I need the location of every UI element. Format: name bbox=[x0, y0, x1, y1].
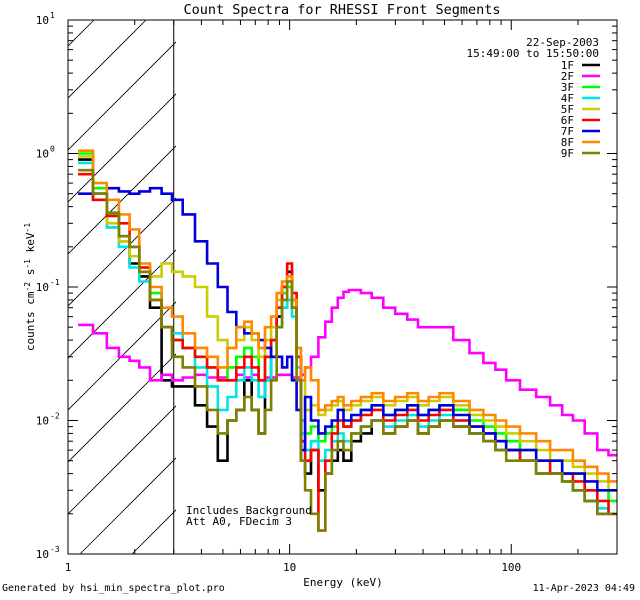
y-tick-label: 10 bbox=[36, 548, 49, 561]
y-tick-exponent: -1 bbox=[50, 278, 60, 287]
x-tick-label: 1 bbox=[65, 561, 72, 574]
series-line-6F bbox=[78, 172, 617, 532]
y-tick-label: 10 bbox=[36, 14, 49, 27]
chart-title: Count Spectra for RHESSI Front Segments bbox=[184, 2, 501, 18]
y-tick-exponent: -2 bbox=[50, 412, 60, 421]
legend-label-4F: 4F bbox=[561, 92, 574, 105]
x-tick-label: 100 bbox=[501, 561, 521, 574]
legend-label-1F: 1F bbox=[561, 59, 574, 72]
footer-generated-on: 11-Apr-2023 04:49 bbox=[532, 583, 635, 594]
hatch-line bbox=[79, 457, 176, 554]
y-tick-label: 10 bbox=[36, 415, 49, 428]
series-layer bbox=[78, 149, 617, 532]
footer-generated-by: Generated by hsi_min_spectra_plot.pro bbox=[2, 583, 225, 594]
hatch-line bbox=[68, 41, 176, 151]
x-tick-labels: 1 10 100 bbox=[65, 561, 522, 574]
date-label: 22-Sep-2003 bbox=[526, 36, 599, 49]
series-line-9F bbox=[78, 168, 617, 532]
legend-label-6F: 6F bbox=[561, 114, 574, 127]
y-tick-exponent: 1 bbox=[50, 11, 55, 20]
axis-ticks bbox=[67, 20, 618, 555]
hatch-line bbox=[68, 249, 176, 359]
annotation-background: Includes Background bbox=[186, 504, 312, 517]
series-line-8F bbox=[78, 149, 617, 483]
y-axis-label: counts cm-2 s-1 keV-1 bbox=[23, 223, 37, 351]
legend-label-2F: 2F bbox=[561, 70, 574, 83]
y-tick-exponent: 0 bbox=[50, 145, 55, 154]
x-axis-label: Energy (keV) bbox=[303, 576, 382, 589]
hatch-line bbox=[68, 93, 176, 203]
series-line-3F bbox=[78, 152, 617, 503]
legend-label-5F: 5F bbox=[561, 103, 574, 116]
y-tick-exponent: -3 bbox=[50, 545, 60, 554]
series-line-2F bbox=[78, 288, 617, 457]
legend-label-7F: 7F bbox=[561, 125, 574, 138]
x-tick-label: 10 bbox=[283, 561, 296, 574]
hatch-line bbox=[68, 405, 176, 515]
series-line-7F bbox=[78, 186, 617, 492]
legend-label-3F: 3F bbox=[561, 81, 574, 94]
attenuator-hatch-region bbox=[68, 20, 176, 554]
annotation-attenuator: Att A0, FDecim 3 bbox=[186, 515, 292, 528]
legend-label-8F: 8F bbox=[561, 136, 574, 149]
y-tick-label: 10 bbox=[36, 148, 49, 161]
time-range-label: 15:49:00 to 15:50:00 bbox=[467, 47, 599, 60]
hatch-line bbox=[68, 197, 176, 307]
legend-label-9F: 9F bbox=[561, 147, 574, 160]
y-tick-label: 10 bbox=[36, 281, 49, 294]
